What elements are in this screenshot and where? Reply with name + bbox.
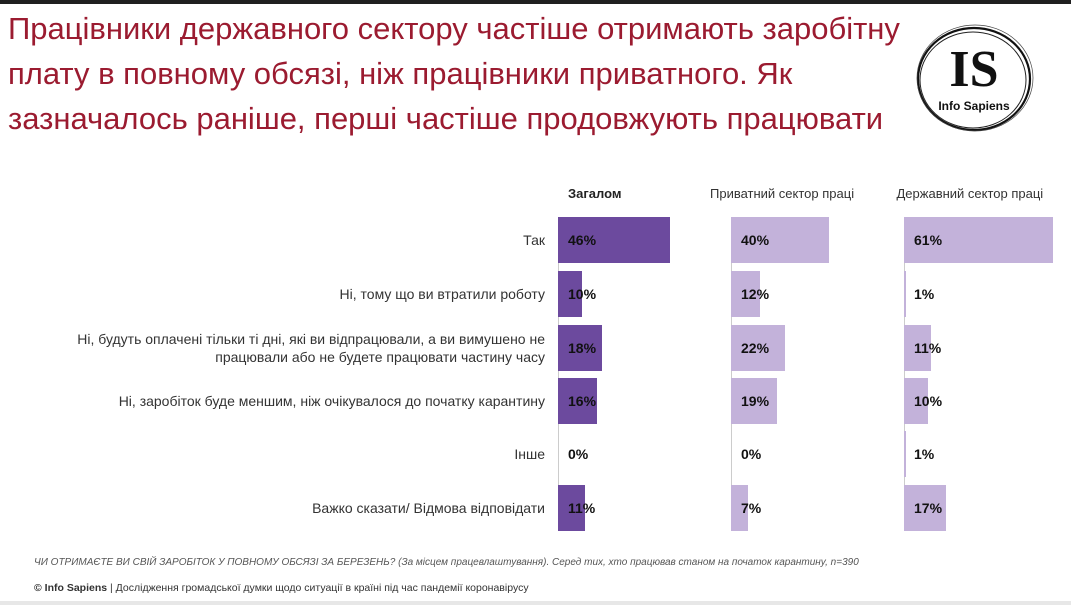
bar-0-5 xyxy=(558,485,585,531)
logo-name: Info Sapiens xyxy=(938,99,1010,113)
copyright: © Info Sapiens | Дослідження громадської… xyxy=(34,582,529,594)
bar-2-2 xyxy=(904,325,931,371)
logo-letters: IS xyxy=(949,41,998,98)
top-border xyxy=(0,0,1071,4)
bar-label-1-4: 0% xyxy=(741,446,762,462)
bar-2-0 xyxy=(904,217,1053,263)
bar-label-2-3: 10% xyxy=(914,393,943,409)
page-title: Працівники державного сектору частіше от… xyxy=(8,11,900,136)
series-header-2: Державний сектор праці xyxy=(896,186,1044,201)
bar-2-3 xyxy=(904,378,929,424)
series-axis-0 xyxy=(558,217,559,531)
bar-2-4 xyxy=(904,431,907,477)
bar-1-1 xyxy=(731,271,761,317)
series-axis-1 xyxy=(731,217,732,531)
category-label-4: Інше xyxy=(514,446,545,462)
category-label-3: Ні, заробіток буде меншим, ніж очікувало… xyxy=(118,393,545,409)
copyright-brand: © Info Sapiens xyxy=(34,582,108,594)
bar-label-2-5: 17% xyxy=(914,500,943,516)
category-label-0: Так xyxy=(523,232,545,248)
bar-0-3 xyxy=(558,378,598,424)
bar-2-5 xyxy=(904,485,946,531)
bar-label-1-3: 19% xyxy=(741,393,770,409)
bar-label-2-0: 61% xyxy=(914,232,943,248)
bar-0-1 xyxy=(558,271,583,317)
series-axis-2 xyxy=(904,217,905,531)
bar-1-0 xyxy=(731,217,829,263)
bar-label-0-1: 10% xyxy=(568,286,597,302)
bar-1-3 xyxy=(731,378,778,424)
bar-label-2-2: 11% xyxy=(914,340,942,356)
bar-1-5 xyxy=(731,485,749,531)
category-label-2: Ні, будуть оплачені тільки ті дні, які в… xyxy=(77,331,545,365)
info-sapiens-logo: IS Info Sapiens xyxy=(916,24,1034,132)
category-label-5: Важко сказати/ Відмова відповідати xyxy=(312,500,545,516)
bar-label-1-0: 40% xyxy=(741,232,770,248)
bar-label-2-1: 1% xyxy=(914,286,935,302)
bar-label-0-4: 0% xyxy=(568,446,589,462)
bottom-border xyxy=(0,601,1071,605)
bar-label-2-4: 1% xyxy=(914,446,935,462)
series-header-1: Приватний сектор праці xyxy=(710,186,855,201)
bar-0-2 xyxy=(558,325,602,371)
copyright-text: | Дослідження громадської думки щодо сит… xyxy=(110,582,529,594)
question-footnote: ЧИ ОТРИМАЄТЕ ВИ СВІЙ ЗАРОБІТОК У ПОВНОМУ… xyxy=(34,557,859,568)
bar-label-1-5: 7% xyxy=(741,500,762,516)
category-label-1: Ні, тому що ви втратили роботу xyxy=(339,286,545,302)
bar-label-0-2: 18% xyxy=(568,340,597,356)
bar-label-1-1: 12% xyxy=(741,286,770,302)
series-header-0: Загалом xyxy=(568,186,622,201)
bar-label-0-3: 16% xyxy=(568,393,597,409)
bar-label-0-0: 46% xyxy=(568,232,597,248)
bar-0-0 xyxy=(558,217,671,263)
bar-1-2 xyxy=(731,325,785,371)
bar-label-0-5: 11% xyxy=(568,500,596,516)
bar-2-1 xyxy=(904,271,907,317)
bar-label-1-2: 22% xyxy=(741,340,770,356)
